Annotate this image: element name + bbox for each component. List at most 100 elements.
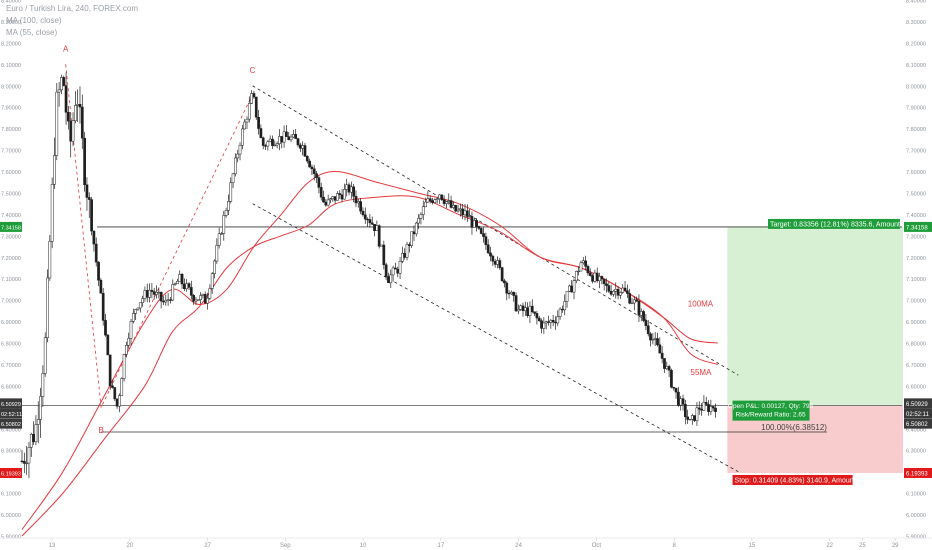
candle-body [85,184,89,198]
candle-body [280,136,284,143]
candle-body [609,290,613,295]
candle-body [463,210,467,216]
candle-body [333,196,337,201]
candle-body [639,311,643,316]
candle-body [544,321,548,324]
candle-body [183,283,186,290]
stop-price-tag-box-left [0,467,22,478]
y-tick-right: 8.20000 [906,41,926,47]
x-tick-label: 29 [892,543,899,549]
candle-body [67,112,70,122]
candle-body [558,308,562,317]
candle-body [695,407,699,421]
candle-body [632,299,636,304]
candle-body [48,241,52,279]
y-tick-right: 8.30000 [906,20,926,26]
stop-label-box [732,474,853,485]
candle-body [208,288,212,299]
position-zones [727,226,903,473]
candle-body [635,299,638,302]
candle-body [403,253,407,258]
candle-body [612,290,615,295]
candle-body [452,205,455,208]
candle-body [111,385,114,388]
candle-body [579,262,583,272]
candle-body [257,117,260,129]
y-tick-right: 6.90000 [906,320,926,326]
y-tick-left: 8.10000 [1,63,21,69]
pnl-label-box [732,400,810,421]
annotations: A B C 100MA 55MA Target: 0.83356 (12.81%) 833… [63,44,929,485]
entry-price-tag-box-left [0,418,22,429]
y-tick-left: 7.60000 [1,170,21,176]
candle-body [683,404,687,418]
candle-body [94,243,98,263]
candle-body [347,184,351,193]
candle-body [382,244,386,265]
last-price-tag-right: 6.50929 [906,402,928,408]
candle-body [73,105,77,121]
candle-body [442,199,446,204]
candle-body [196,299,200,301]
y-tick-left: 7.70000 [1,149,21,155]
candle-body [665,366,669,369]
candle-body [591,275,594,282]
candle-body [512,291,516,296]
symbol-title: Euro / Turkish Lira, 240, FOREX.com [6,4,139,13]
candle-body [528,305,532,316]
candle-body [287,136,291,141]
candle-body [301,145,304,149]
x-tick-label: 10 [360,543,367,549]
target-label: Target: 0.83356 (12.81%) 8335.6, Amount:… [770,221,929,228]
y-tick-right: 7.70000 [906,149,926,155]
candle-body [20,460,24,463]
candle-body [289,136,293,141]
x-tick-label: 8 [672,543,676,549]
candle-body [352,186,356,197]
y-tick-left: 6.30000 [1,449,21,455]
candle-body [626,290,629,294]
candle-body [435,198,439,200]
candle-body [252,93,256,98]
candle-body [384,264,388,277]
candle-body [55,91,59,156]
candle-body [660,352,664,359]
x-tick-label: 15 [749,543,756,549]
stop-price-tag-right: 6.19393 [906,471,928,477]
y-tick-left: 7.80000 [1,127,21,133]
countdown-tag-box-right [904,408,932,419]
y-tick-left: 8.30000 [1,20,21,26]
candle-body [312,168,316,174]
candle-body [115,398,119,407]
candle-body [377,225,381,247]
candle-body [554,321,557,324]
candle-body [247,103,251,120]
candle-body [414,222,418,235]
candle-body [605,283,608,286]
y-tick-left: 8.40000 [1,0,21,5]
candle-body [598,276,601,281]
candle-body [322,196,325,203]
y-tick-left: 6.60000 [1,384,21,390]
candle-body [166,299,170,301]
candle-body [577,270,581,273]
candle-body [296,138,300,146]
candle-body [526,307,529,316]
candle-body [704,402,708,405]
point-label-c: C [250,66,256,75]
candle-body [551,320,555,323]
candle-body [637,301,641,316]
y-tick-left: 7.00000 [1,299,21,305]
candle-body [391,267,395,276]
candle-body [595,272,599,281]
candle-body [227,201,230,211]
y-tick-right: 7.20000 [906,256,926,262]
stop-label: Stop: 0.31409 (4.83%) 3140.9, Amount: 75… [735,477,878,484]
candle-body [380,244,383,247]
candle-body [131,313,135,322]
ma100-legend: MA (100, close) [6,16,62,25]
candle-body [375,225,379,231]
candle-body [261,137,265,146]
candle-body [449,200,453,208]
